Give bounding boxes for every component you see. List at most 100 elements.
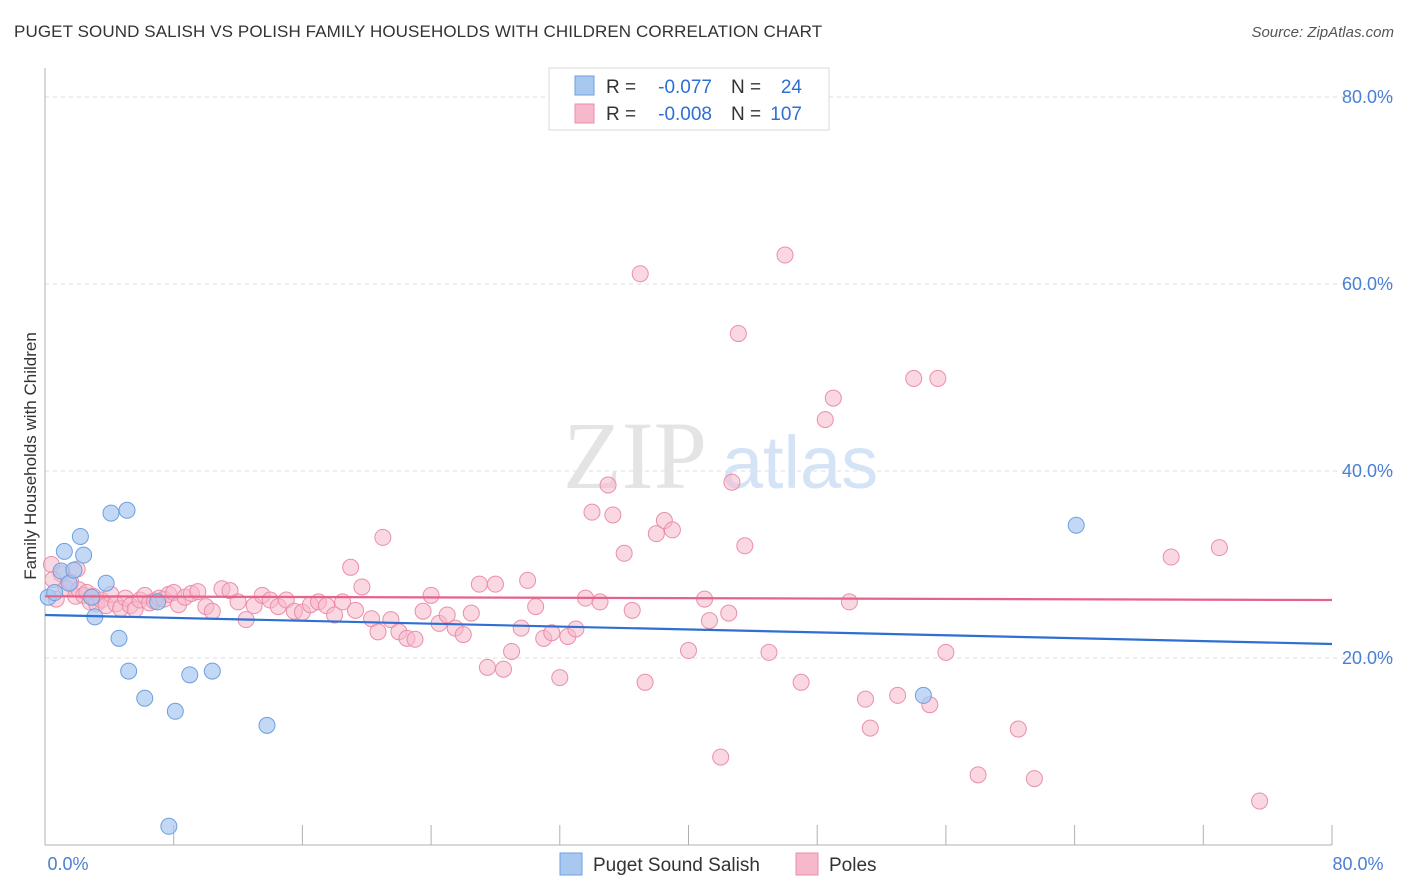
puget-sound-salish-trend-line [44,613,1333,646]
poles-point [631,265,649,283]
poles-point [623,601,641,619]
y-tick-label: 20.0% [1342,648,1393,668]
poles-point [406,630,424,648]
puget-sound-salish-points [39,501,1085,835]
poles-point [816,411,834,429]
watermark-atlas: atlas [722,421,878,504]
series-legend: Puget Sound Salish Poles [559,852,877,876]
poles-point [326,606,344,624]
puget-sound-salish-point [258,716,276,734]
poles-point [1009,720,1027,738]
legend-r-label-pink: R = [606,104,636,125]
poles-point [486,575,504,593]
bottom-legend-swatch-pink [795,852,819,876]
legend-swatch-blue [574,75,595,96]
poles-point [729,325,747,343]
poles-point [346,601,364,619]
poles-point [760,643,778,661]
puget-sound-salish-point [75,546,93,564]
poles-point [929,369,947,387]
y-tick-label: 80.0% [1342,87,1393,107]
puget-sound-salish-point [55,542,73,560]
puget-sound-salish-point [181,666,199,684]
poles-point [422,586,440,604]
poles-point [647,525,665,543]
legend-r-value-blue: -0.077 [658,77,712,98]
poles-point [203,602,221,620]
poles-point [342,558,360,576]
bottom-legend-swatch-blue [559,852,583,876]
y-tick-label: 60.0% [1342,274,1393,294]
legend-n-label-pink: N = [731,104,761,125]
x-axis-ticks [44,825,1333,845]
poles-trend-line [44,595,1333,602]
y-tick-label: 40.0% [1342,461,1393,481]
poles-point [462,604,480,622]
poles-point [680,642,697,660]
puget-sound-salish-point [136,689,154,707]
poles-point [353,578,371,596]
puget-sound-salish-point [46,584,64,602]
poles-point [519,571,537,589]
poles-point [824,389,842,407]
poles-point [861,719,879,737]
poles-point [374,528,392,546]
poles-point [414,602,432,620]
legend-n-value-pink: 107 [770,104,802,125]
poles-point [636,673,654,691]
poles-point [189,583,207,601]
poles-point [567,620,585,638]
poles-point [599,476,617,494]
x-tick-label-max: 80.0% [1332,854,1383,874]
legend-r-value-pink: -0.008 [658,104,712,125]
poles-point [591,593,609,611]
puget-sound-salish-point [65,561,83,579]
poles-point [494,660,512,678]
poles-point [663,521,681,539]
puget-sound-salish-point [914,686,932,704]
watermark-zip: ZIP [563,402,707,509]
poles-point [840,593,858,611]
poles-point [527,598,545,616]
bottom-legend-label-blue: Puget Sound Salish [593,855,760,876]
poles-point [700,612,718,630]
poles-point [583,503,601,521]
poles-point [604,506,622,524]
poles-point [720,604,738,622]
poles-point [889,686,907,704]
y-axis-tick-labels: 20.0% 40.0% 60.0% 80.0% [1342,87,1393,668]
poles-point [856,690,874,708]
poles-point [478,658,496,676]
poles-point [712,748,730,766]
poles-point [503,642,521,660]
chart-title: PUGET SOUND SALISH VS POLISH FAMILY HOUS… [14,22,823,41]
poles-point [1025,770,1043,788]
puget-sound-salish-point [166,702,184,720]
puget-sound-salish-point [149,593,167,611]
poles-point [470,575,488,593]
bottom-legend-label-pink: Poles [829,855,877,876]
poles-point [937,643,955,661]
poles-point [454,626,472,644]
gridlines [45,96,1394,659]
poles-point [369,623,387,641]
poles-point [723,473,741,491]
poles-point [615,544,633,562]
poles-point [776,246,794,264]
x-tick-label-min: 0.0% [47,854,88,874]
y-axis-title: Family Households with Children [21,332,40,580]
poles-point [736,537,754,555]
puget-sound-salish-point [110,629,128,647]
puget-sound-salish-point [118,501,136,519]
puget-sound-salish-point [120,662,138,680]
legend-n-value-blue: 24 [781,77,803,98]
poles-point [551,669,569,687]
legend-n-label-blue: N = [731,77,761,98]
puget-sound-salish-point [71,527,89,545]
legend-r-label-blue: R = [606,77,636,98]
poles-point [792,673,810,691]
puget-sound-salish-point [1067,516,1085,534]
poles-point [1162,548,1180,566]
poles-point [512,619,530,637]
